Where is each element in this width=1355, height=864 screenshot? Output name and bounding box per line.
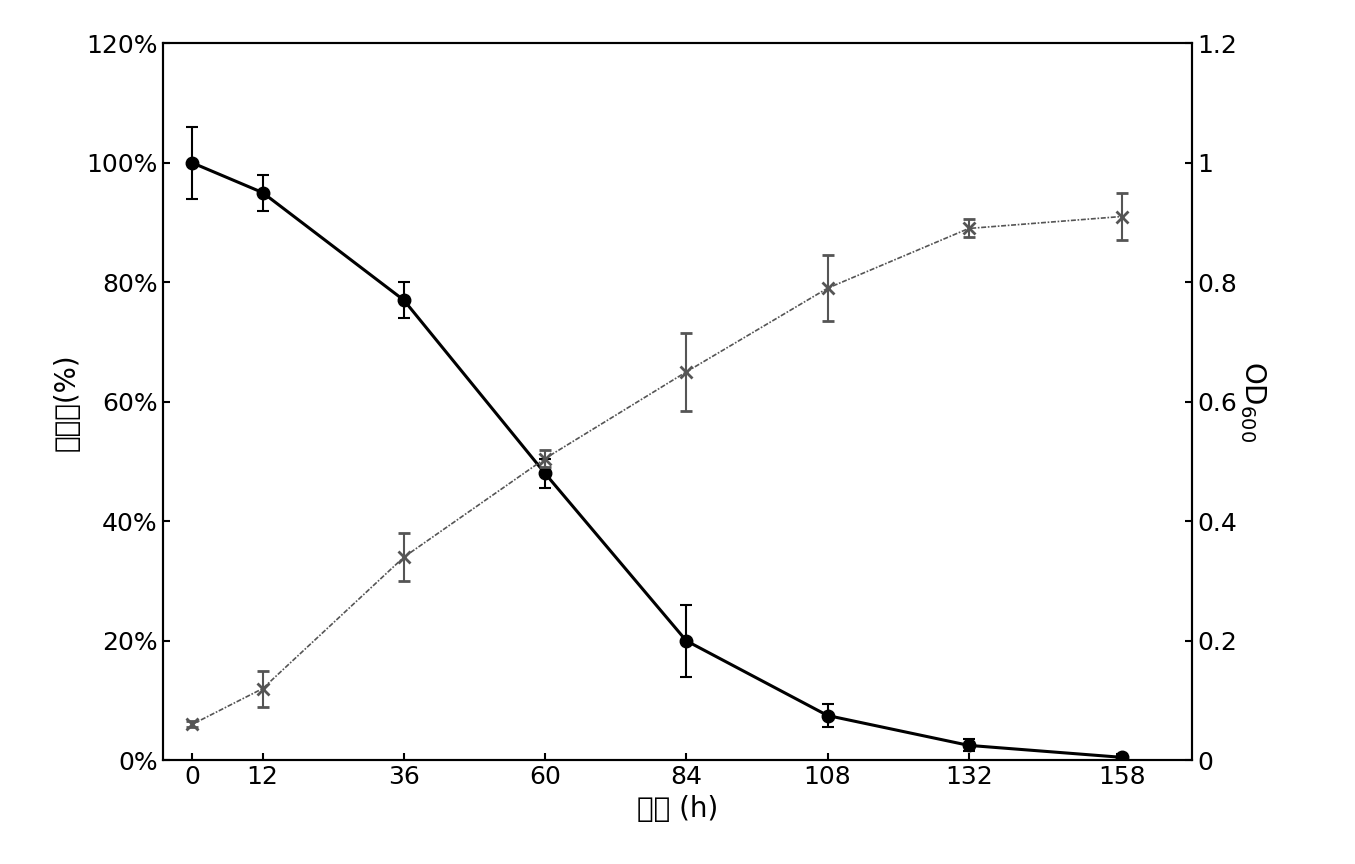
X-axis label: 时间 (h): 时间 (h) <box>637 795 718 823</box>
Y-axis label: OD$_{600}$: OD$_{600}$ <box>1238 361 1268 442</box>
Y-axis label: 菲含量(%): 菲含量(%) <box>53 353 81 450</box>
